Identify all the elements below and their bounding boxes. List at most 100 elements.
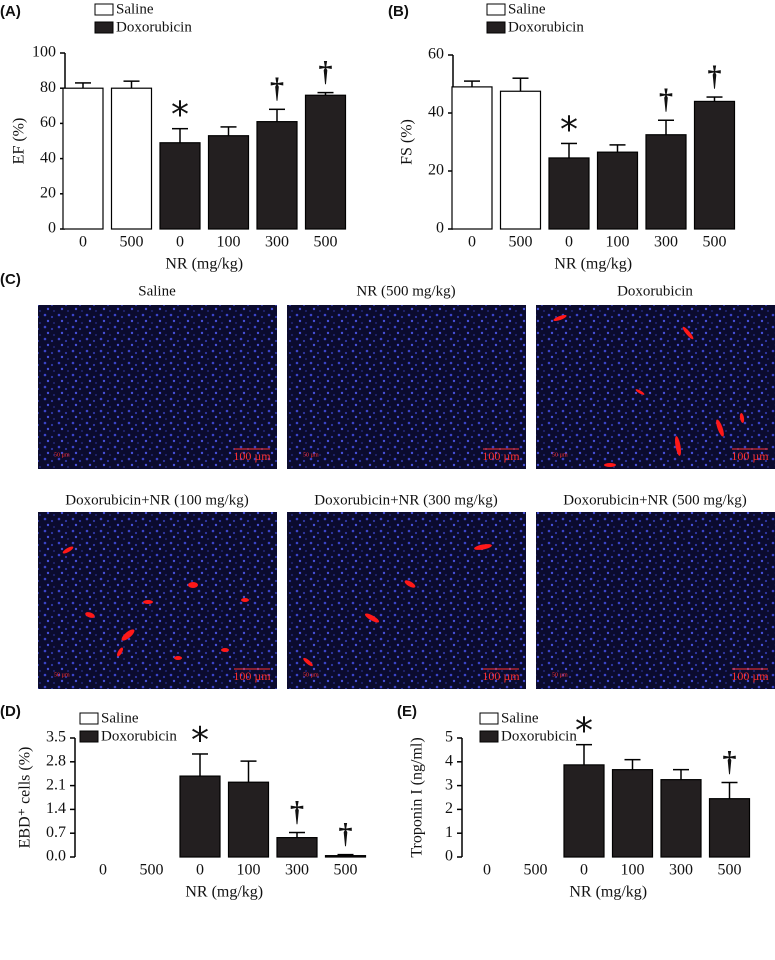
y-tick-label: 0.0 xyxy=(46,848,66,865)
significance-marker: * xyxy=(171,95,189,136)
y-axis-label: Troponin I (ng/ml) xyxy=(409,737,426,857)
x-tick-label: 500 xyxy=(703,234,727,251)
small-scale-label: 50 µm xyxy=(54,672,70,678)
x-axis-label: NR (mg/kg) xyxy=(165,256,243,273)
x-tick-label: 0 xyxy=(483,862,491,879)
bar xyxy=(324,855,367,858)
y-tick-label: 0.7 xyxy=(46,824,66,841)
y-tick-label: 60 xyxy=(40,114,56,131)
legend-label: Doxorubicin xyxy=(101,728,177,744)
bar xyxy=(110,87,153,230)
x-tick-label: 0 xyxy=(196,862,204,879)
x-tick-label: 0 xyxy=(176,234,184,251)
micrograph xyxy=(287,305,526,469)
bar xyxy=(276,837,318,858)
panel-label: (E) xyxy=(397,703,417,720)
y-tick-label: 60 xyxy=(428,46,444,63)
bar xyxy=(499,90,542,230)
bar xyxy=(256,121,298,230)
y-tick-label: 4 xyxy=(445,752,453,769)
legend-label: Doxorubicin xyxy=(508,19,584,35)
small-scale-label: 50 µm xyxy=(303,672,319,678)
x-tick-label: 500 xyxy=(140,862,164,879)
panel-label: (A) xyxy=(0,3,21,20)
significance-marker: † xyxy=(319,57,333,88)
x-tick-label: 0 xyxy=(99,862,107,879)
significance-marker: * xyxy=(560,109,578,150)
x-axis-label: NR (mg/kg) xyxy=(569,884,647,901)
panel-label: (B) xyxy=(388,3,409,20)
micrograph xyxy=(38,512,277,689)
red-cells xyxy=(62,314,745,667)
x-tick-label: 100 xyxy=(217,234,241,251)
x-tick-label: 500 xyxy=(718,862,742,879)
micrograph xyxy=(287,512,526,689)
y-tick-label: 0 xyxy=(48,220,56,237)
x-tick-label: 0 xyxy=(565,234,573,251)
y-tick-label: 0 xyxy=(445,848,453,865)
legend-label: Saline xyxy=(101,710,139,726)
bar xyxy=(451,86,493,230)
image-title: Saline xyxy=(138,283,176,299)
legend-label: Saline xyxy=(116,1,154,17)
image-title: Doxorubicin+NR (100 mg/kg) xyxy=(65,492,248,508)
bar xyxy=(660,779,702,858)
scale-bar-label: 100 µm xyxy=(482,449,520,463)
legend-label: Saline xyxy=(501,710,539,726)
x-tick-label: 500 xyxy=(509,234,533,251)
x-tick-label: 300 xyxy=(285,862,309,879)
significance-marker: † xyxy=(659,85,673,116)
micrograph xyxy=(38,305,277,469)
bar xyxy=(304,94,347,230)
y-tick-label: 5 xyxy=(445,729,453,746)
x-tick-label: 300 xyxy=(669,862,693,879)
bar xyxy=(62,87,104,230)
legend-swatch xyxy=(79,712,99,725)
significance-marker: * xyxy=(191,720,209,761)
x-axis-label: NR (mg/kg) xyxy=(185,884,263,901)
bar xyxy=(207,135,250,230)
legend-label: Doxorubicin xyxy=(501,728,577,744)
x-tick-label: 500 xyxy=(314,234,338,251)
bar xyxy=(611,769,654,858)
y-axis-label: EF (%) xyxy=(11,118,28,165)
y-tick-label: 20 xyxy=(428,162,444,179)
y-axis-label: EBD⁺ cells (%) xyxy=(17,747,34,849)
y-tick-label: 2 xyxy=(445,800,453,817)
y-tick-label: 3 xyxy=(445,776,453,793)
legend-label: Saline xyxy=(508,1,546,17)
image-title: Doxorubicin+NR (300 mg/kg) xyxy=(314,492,497,508)
significance-marker: † xyxy=(708,61,722,92)
x-tick-label: 100 xyxy=(237,862,261,879)
scale-bar-label: 100 µm xyxy=(233,449,271,463)
legend-swatch xyxy=(486,21,506,34)
x-tick-label: 500 xyxy=(334,862,358,879)
bar xyxy=(645,134,687,230)
panel-label: (C) xyxy=(0,271,21,288)
small-scale-label: 50 µm xyxy=(552,452,568,458)
significance-marker: † xyxy=(339,819,353,850)
x-tick-label: 0 xyxy=(580,862,588,879)
x-axis-label: NR (mg/kg) xyxy=(554,256,632,273)
scale-bar-label: 100 µm xyxy=(731,669,769,683)
bar xyxy=(227,781,270,858)
micrograph xyxy=(536,512,775,689)
x-tick-label: 0 xyxy=(468,234,476,251)
bar xyxy=(693,100,736,230)
image-title: Doxorubicin xyxy=(617,283,693,299)
y-tick-label: 20 xyxy=(40,184,56,201)
legend-label: Doxorubicin xyxy=(116,19,192,35)
bar xyxy=(596,151,639,230)
x-tick-label: 500 xyxy=(120,234,144,251)
y-tick-label: 80 xyxy=(40,79,56,96)
micrographs: Saline NR (500 mg/kg) Doxorubicin Doxoru… xyxy=(38,283,775,689)
bar xyxy=(179,775,221,858)
micrograph xyxy=(536,305,775,469)
y-tick-label: 1.4 xyxy=(46,800,66,817)
scale-bar-label: 100 µm xyxy=(233,669,271,683)
significance-marker: † xyxy=(270,74,284,105)
legend-swatch xyxy=(94,21,114,34)
legend-swatch xyxy=(479,730,499,743)
x-tick-label: 0 xyxy=(79,234,87,251)
